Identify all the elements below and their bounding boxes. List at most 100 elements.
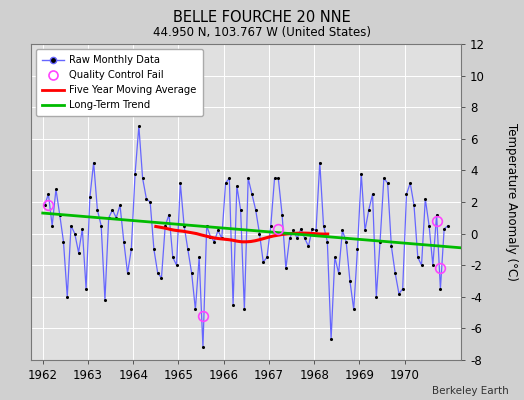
Point — [135, 123, 143, 129]
Point — [154, 270, 162, 276]
Point — [52, 186, 60, 192]
Point — [331, 254, 339, 260]
Point — [59, 238, 68, 245]
Point — [123, 270, 132, 276]
Point — [146, 199, 155, 205]
Y-axis label: Temperature Anomaly (°C): Temperature Anomaly (°C) — [505, 123, 518, 281]
Point — [63, 294, 71, 300]
Point — [142, 196, 150, 202]
Point — [308, 226, 316, 232]
Point — [229, 302, 237, 308]
Point — [119, 238, 128, 245]
Point — [413, 254, 422, 260]
Point — [267, 222, 275, 229]
Point — [376, 238, 384, 245]
Point — [244, 175, 253, 182]
Point — [48, 222, 57, 229]
Point — [440, 226, 449, 232]
Point — [278, 212, 286, 218]
Point — [323, 238, 332, 245]
Point — [436, 286, 444, 292]
Point — [255, 230, 264, 237]
Point — [368, 191, 377, 197]
Point — [304, 243, 313, 250]
Point — [199, 344, 207, 350]
Point — [402, 191, 411, 197]
Point — [395, 290, 403, 297]
Point — [429, 262, 437, 268]
Point — [259, 259, 267, 265]
Point — [357, 170, 365, 177]
Point — [202, 222, 211, 229]
Point — [417, 262, 425, 268]
Point — [301, 235, 309, 242]
Point — [391, 270, 399, 276]
Point — [165, 212, 173, 218]
Point — [289, 227, 298, 234]
Point — [221, 180, 230, 186]
Point — [398, 286, 407, 292]
Point — [327, 336, 335, 343]
Point — [169, 254, 177, 260]
Point — [334, 270, 343, 276]
Text: Berkeley Earth: Berkeley Earth — [432, 386, 508, 396]
Point — [74, 249, 83, 256]
Point — [380, 175, 388, 182]
Point — [44, 191, 52, 197]
Point — [410, 202, 418, 208]
Point — [138, 175, 147, 182]
Point — [150, 246, 158, 253]
Point — [361, 227, 369, 234]
Point — [112, 214, 121, 221]
Point — [270, 175, 279, 182]
Point — [161, 222, 169, 229]
Point — [236, 207, 245, 213]
Point — [206, 234, 215, 240]
Point — [338, 227, 346, 234]
Point — [297, 226, 305, 232]
Point — [56, 212, 64, 218]
Point — [233, 183, 241, 189]
Point — [40, 202, 49, 208]
Point — [214, 227, 222, 234]
Point — [387, 243, 396, 250]
Point — [293, 235, 301, 242]
Point — [406, 180, 414, 186]
Point — [372, 294, 380, 300]
Point — [286, 235, 294, 242]
Point — [365, 207, 373, 213]
Point — [78, 226, 86, 232]
Point — [312, 227, 320, 234]
Point — [188, 270, 196, 276]
Point — [263, 254, 271, 260]
Point — [191, 306, 200, 313]
Point — [86, 194, 94, 200]
Point — [67, 222, 75, 229]
Point — [90, 159, 98, 166]
Point — [350, 306, 358, 313]
Point — [108, 207, 117, 213]
Point — [176, 180, 184, 186]
Point — [425, 222, 433, 229]
Point — [421, 196, 430, 202]
Point — [432, 212, 441, 218]
Point — [384, 180, 392, 186]
Point — [444, 222, 452, 229]
Point — [183, 246, 192, 253]
Point — [240, 306, 248, 313]
Point — [217, 235, 226, 242]
Point — [93, 207, 102, 213]
Point — [82, 286, 90, 292]
Point — [101, 297, 109, 303]
Point — [353, 246, 362, 253]
Text: BELLE FOURCHE 20 NNE: BELLE FOURCHE 20 NNE — [173, 10, 351, 25]
Point — [131, 170, 139, 177]
Point — [252, 207, 260, 213]
Text: 44.950 N, 103.767 W (United States): 44.950 N, 103.767 W (United States) — [153, 26, 371, 39]
Point — [71, 230, 79, 237]
Legend: Raw Monthly Data, Quality Control Fail, Five Year Moving Average, Long-Term Tren: Raw Monthly Data, Quality Control Fail, … — [37, 49, 203, 116]
Point — [248, 191, 256, 197]
Point — [157, 275, 166, 281]
Point — [104, 214, 113, 221]
Point — [319, 222, 328, 229]
